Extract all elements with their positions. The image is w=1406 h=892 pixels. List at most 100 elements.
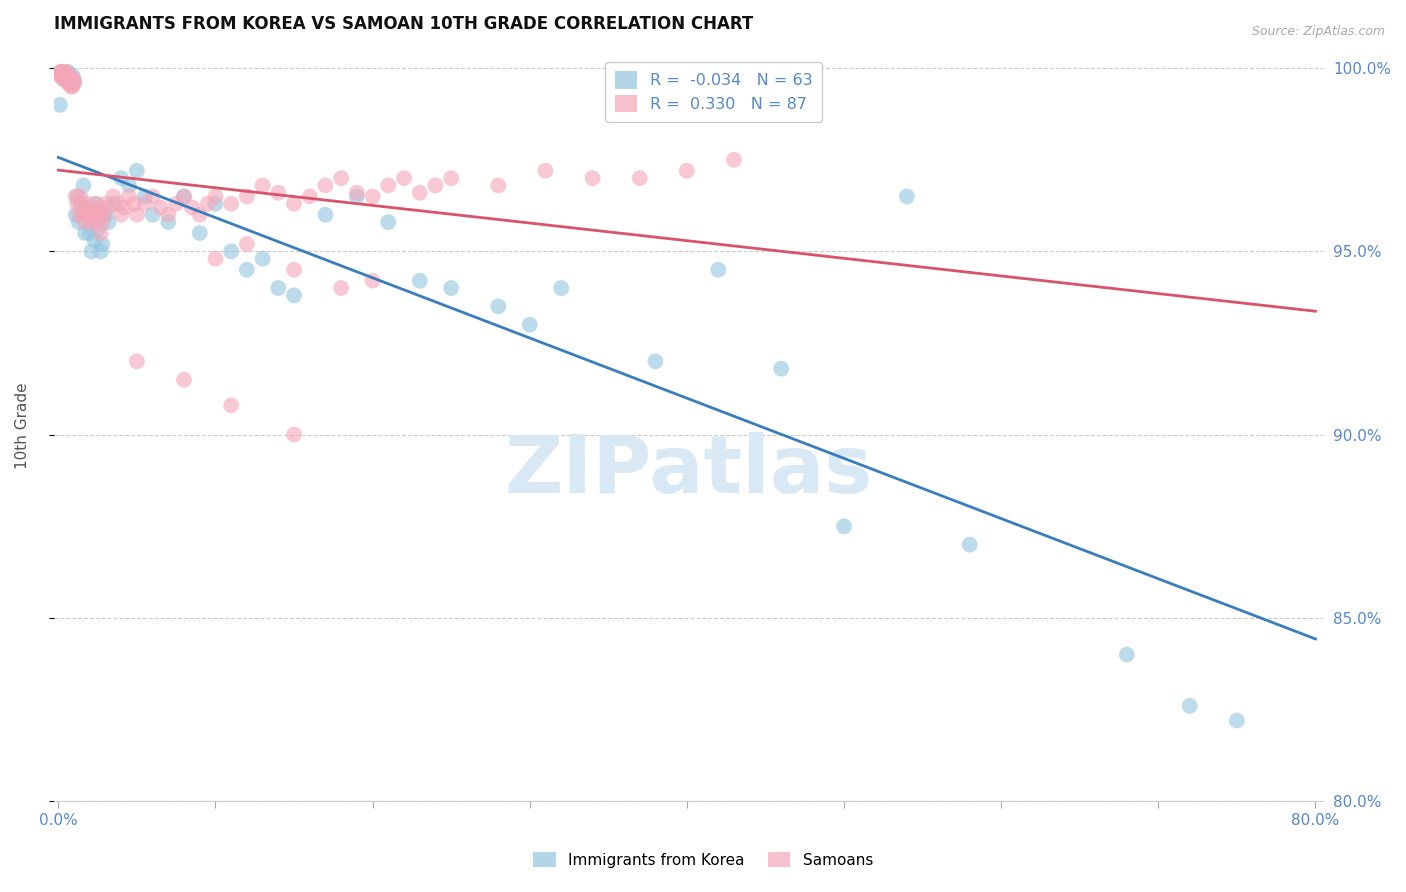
Point xyxy=(62,72,84,87)
Point xyxy=(65,208,87,222)
Point xyxy=(125,208,148,222)
Point xyxy=(252,252,274,266)
Point xyxy=(97,215,120,229)
Point xyxy=(103,189,125,203)
Point xyxy=(236,189,259,203)
Point xyxy=(59,76,82,90)
Legend: R =  -0.034   N = 63, R =  0.330   N = 87: R = -0.034 N = 63, R = 0.330 N = 87 xyxy=(606,62,823,122)
Point xyxy=(73,215,96,229)
Point xyxy=(49,65,72,79)
Point xyxy=(330,281,353,295)
Point xyxy=(80,215,103,229)
Point xyxy=(72,178,94,193)
Point xyxy=(204,252,226,266)
Point xyxy=(832,519,855,533)
Point xyxy=(103,196,125,211)
Point xyxy=(49,69,72,83)
Point xyxy=(83,196,105,211)
Point xyxy=(55,69,77,83)
Point xyxy=(283,288,305,302)
Point xyxy=(204,189,226,203)
Point xyxy=(56,72,79,87)
Point xyxy=(63,72,86,87)
Point xyxy=(142,189,165,203)
Point xyxy=(110,208,132,222)
Point xyxy=(58,76,80,90)
Point xyxy=(219,196,242,211)
Point xyxy=(723,153,745,167)
Point xyxy=(91,215,114,229)
Point xyxy=(173,373,195,387)
Point xyxy=(197,196,219,211)
Point xyxy=(69,189,91,203)
Point xyxy=(56,65,79,79)
Point xyxy=(188,226,211,240)
Point xyxy=(770,361,793,376)
Point xyxy=(173,189,195,203)
Point xyxy=(72,208,94,222)
Point xyxy=(314,208,336,222)
Y-axis label: 10th Grade: 10th Grade xyxy=(15,382,30,469)
Point xyxy=(676,163,699,178)
Point xyxy=(377,215,399,229)
Point xyxy=(134,189,156,203)
Point xyxy=(134,196,156,211)
Point xyxy=(56,76,79,90)
Point xyxy=(409,274,432,288)
Point xyxy=(112,201,135,215)
Point xyxy=(58,69,80,83)
Point xyxy=(486,299,509,313)
Point xyxy=(219,244,242,259)
Point xyxy=(644,354,666,368)
Point xyxy=(86,222,108,236)
Point xyxy=(65,189,87,203)
Point xyxy=(94,208,117,222)
Point xyxy=(59,79,82,94)
Text: ZIPatlas: ZIPatlas xyxy=(505,432,873,509)
Point xyxy=(346,189,368,203)
Point xyxy=(76,196,98,211)
Point xyxy=(70,201,93,215)
Point xyxy=(51,65,73,79)
Point xyxy=(118,189,141,203)
Point xyxy=(110,171,132,186)
Point xyxy=(58,72,80,87)
Point xyxy=(267,281,290,295)
Point xyxy=(377,178,399,193)
Point xyxy=(519,318,541,332)
Point xyxy=(188,208,211,222)
Point xyxy=(94,196,117,211)
Point xyxy=(409,186,432,200)
Point xyxy=(49,97,72,112)
Point xyxy=(628,171,651,186)
Point xyxy=(63,76,86,90)
Point xyxy=(298,189,321,203)
Point xyxy=(66,189,89,203)
Point xyxy=(550,281,572,295)
Point xyxy=(86,208,108,222)
Text: Source: ZipAtlas.com: Source: ZipAtlas.com xyxy=(1251,25,1385,38)
Point xyxy=(90,244,112,259)
Point xyxy=(283,427,305,442)
Point xyxy=(55,69,77,83)
Point xyxy=(51,69,73,83)
Point xyxy=(314,178,336,193)
Point xyxy=(62,79,84,94)
Point xyxy=(392,171,415,186)
Point xyxy=(125,163,148,178)
Point xyxy=(82,204,104,219)
Point xyxy=(84,196,107,211)
Point xyxy=(283,262,305,277)
Point xyxy=(93,208,115,222)
Point xyxy=(267,186,290,200)
Point xyxy=(125,354,148,368)
Point xyxy=(157,208,180,222)
Point xyxy=(959,538,981,552)
Point xyxy=(53,72,76,87)
Point xyxy=(1226,714,1249,728)
Point xyxy=(79,226,101,240)
Point xyxy=(1115,648,1137,662)
Point xyxy=(84,215,107,229)
Point xyxy=(89,201,111,215)
Point xyxy=(73,226,96,240)
